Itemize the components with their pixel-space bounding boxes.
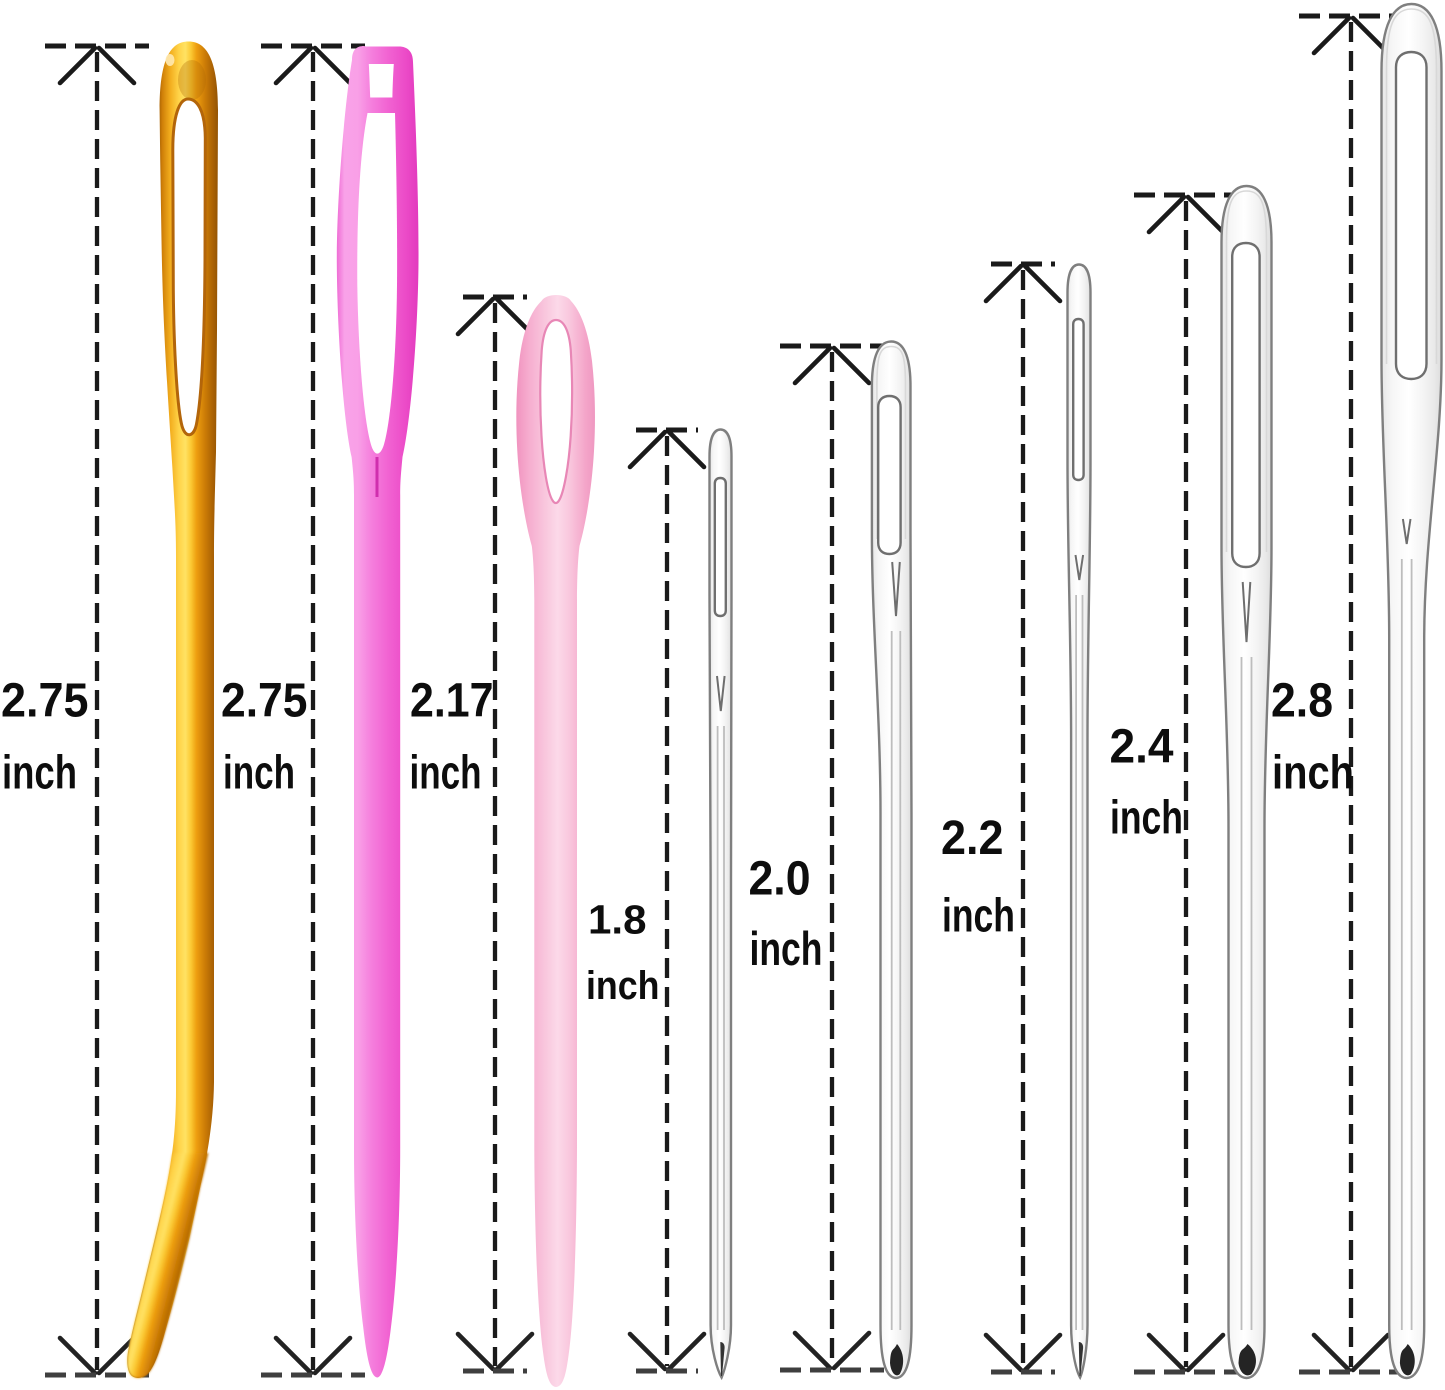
svg-text:inch: inch (1110, 791, 1183, 844)
svg-text:2.8: 2.8 (1271, 674, 1333, 728)
svg-text:2.0: 2.0 (749, 852, 811, 906)
svg-text:1.8: 1.8 (588, 897, 647, 943)
svg-text:2.75: 2.75 (221, 674, 308, 728)
svg-text:inch: inch (750, 922, 823, 975)
svg-text:2.75: 2.75 (1, 674, 89, 728)
svg-text:inch: inch (223, 746, 295, 799)
svg-text:2.4: 2.4 (1110, 720, 1174, 774)
svg-text:inch: inch (942, 889, 1015, 942)
svg-text:inch: inch (2, 746, 77, 799)
svg-text:2.17: 2.17 (410, 674, 494, 728)
svg-text:2.2: 2.2 (941, 811, 1004, 865)
svg-text:inch: inch (410, 746, 482, 799)
svg-text:inch: inch (586, 964, 660, 1008)
svg-text:inch: inch (1272, 746, 1354, 799)
